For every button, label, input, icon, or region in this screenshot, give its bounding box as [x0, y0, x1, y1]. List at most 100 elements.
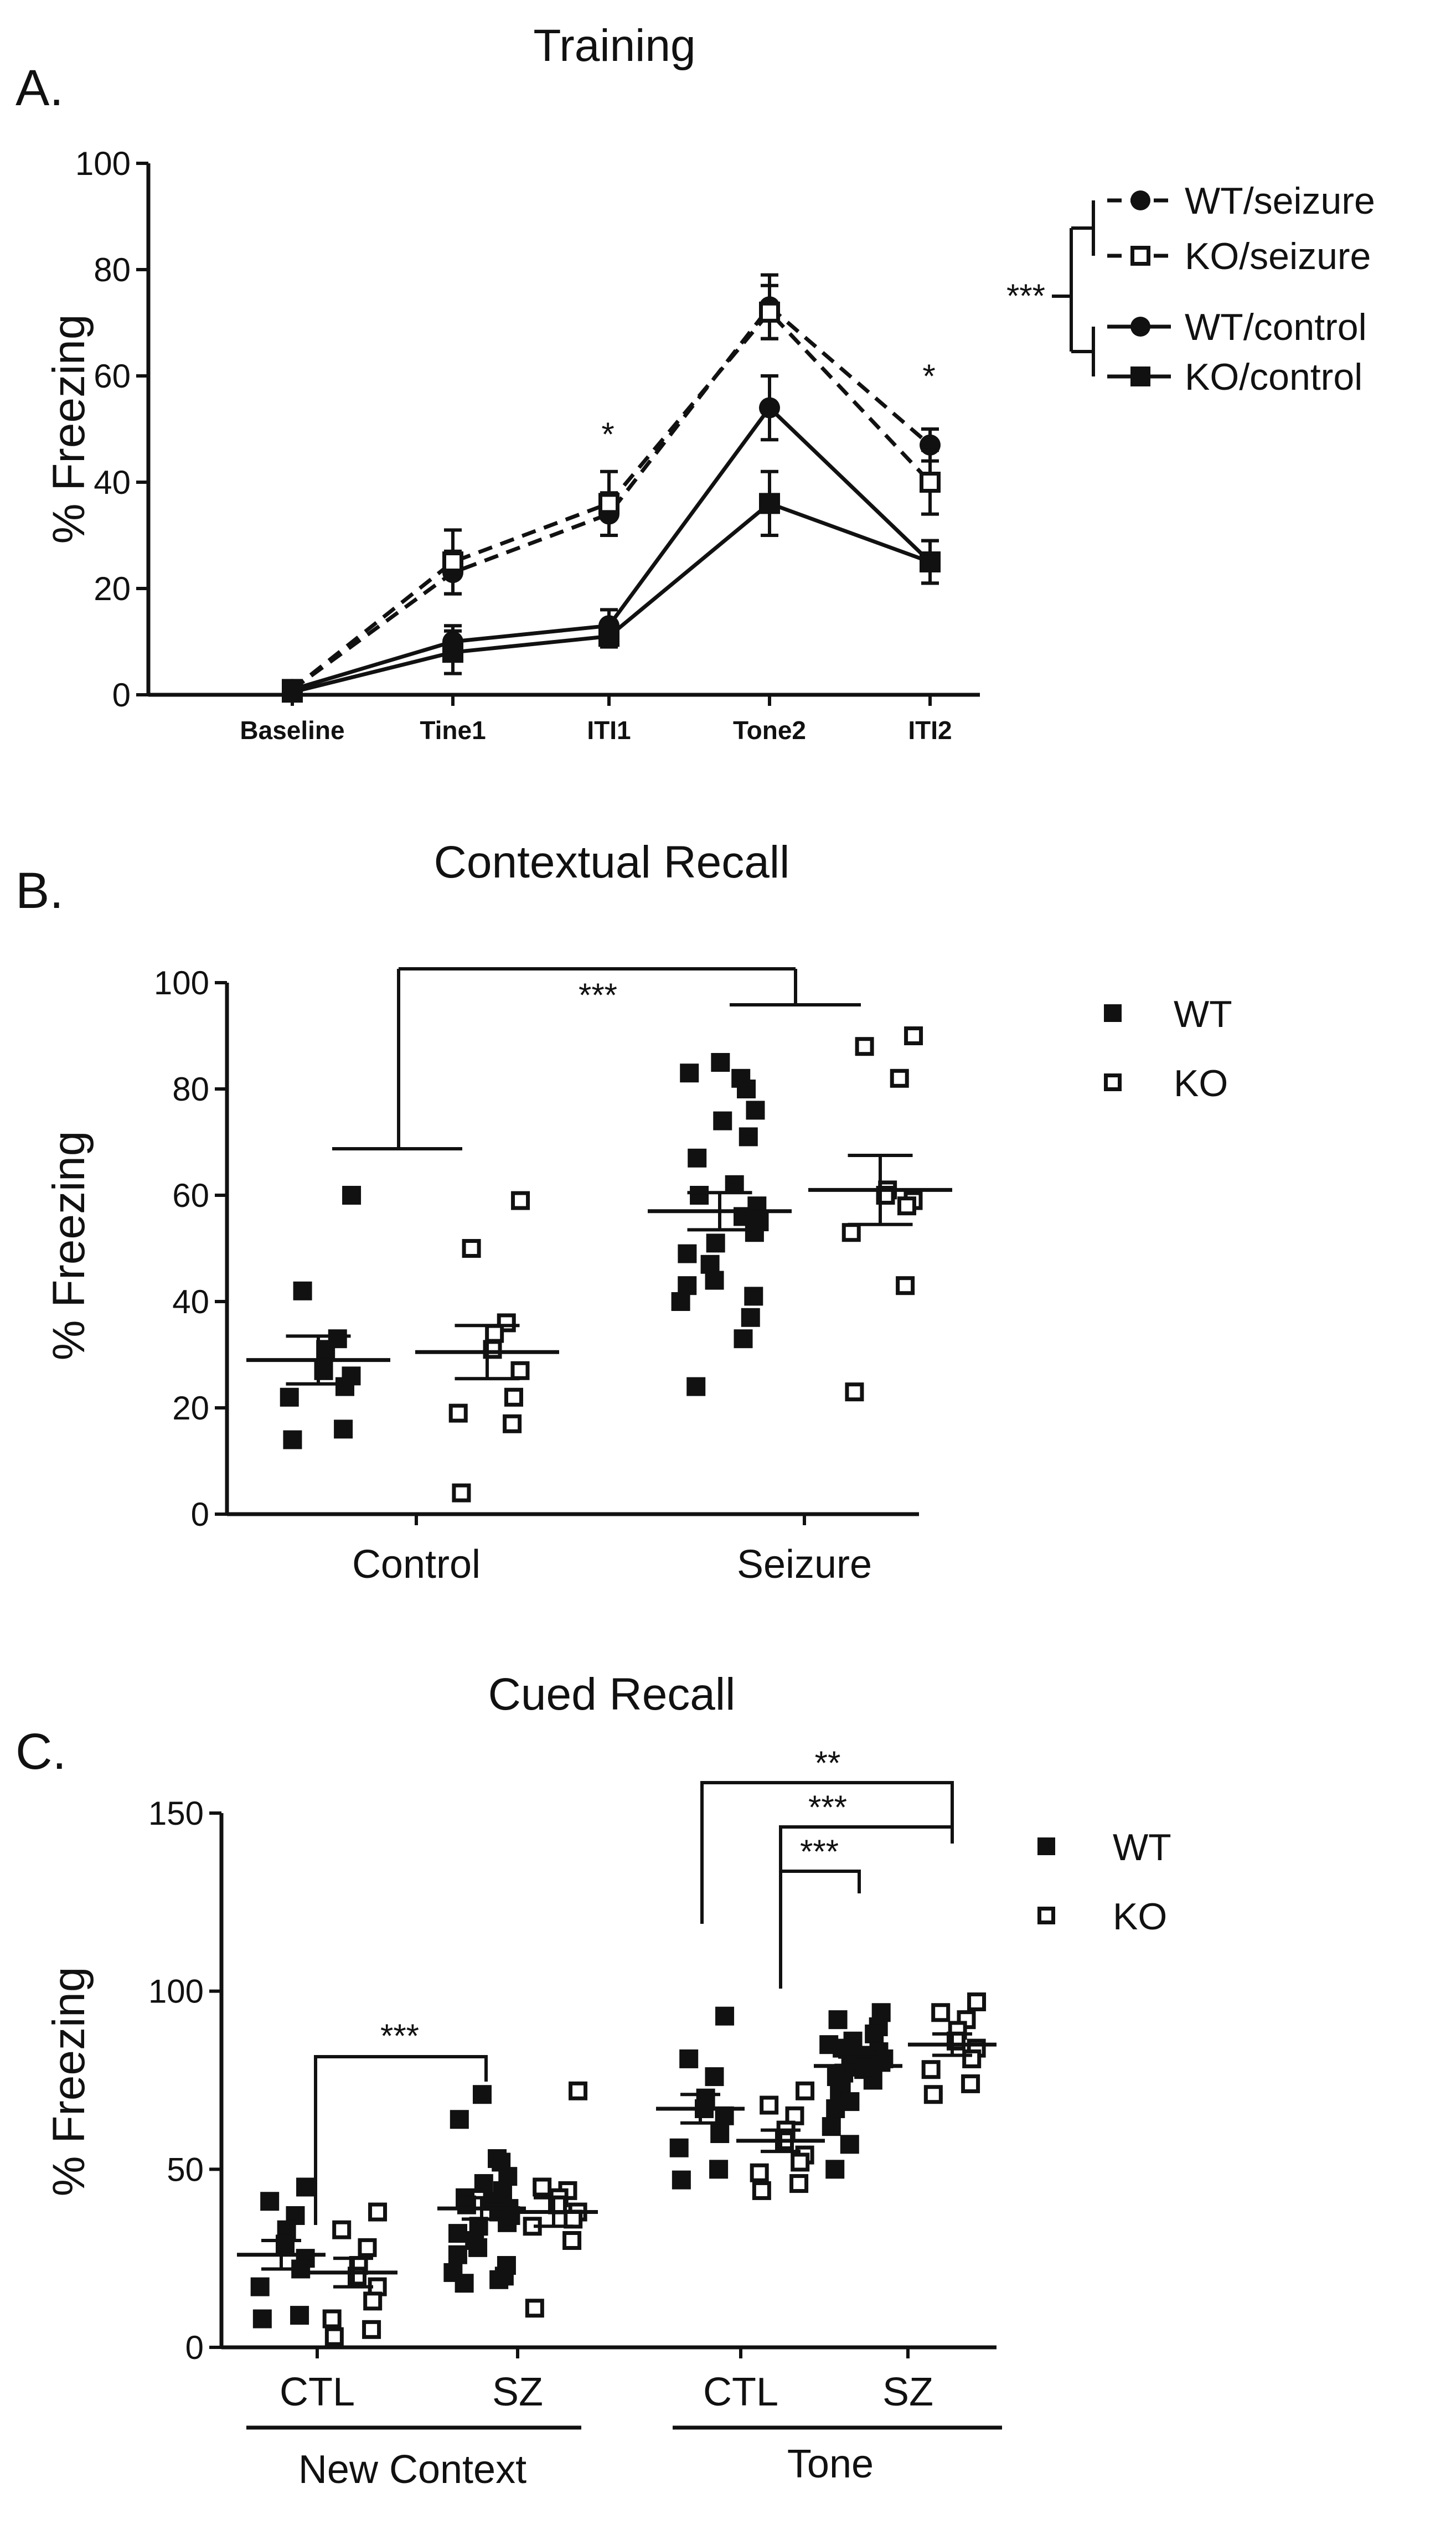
data-point-KO [845, 1382, 864, 1402]
sig-star-iti2: * [922, 358, 935, 395]
data-point-WT [840, 2135, 859, 2154]
y-tick-label-b: 20 [172, 1390, 209, 1427]
data-point-KO [855, 1037, 874, 1056]
sig-bracket-tone-2 [779, 1825, 952, 1989]
data-point-WT [474, 2174, 493, 2193]
data-point-KO [452, 1483, 471, 1503]
x-tick-label-a: Tone2 [733, 716, 806, 745]
data-point-KO [841, 1223, 861, 1242]
series-line-WT/seizure [291, 304, 932, 691]
data-point-KO [931, 2003, 951, 2022]
data-point-WT [825, 2160, 845, 2179]
data-point-KO [511, 1191, 530, 1210]
data-point-WT [260, 2192, 280, 2211]
sig-star-iti1: * [601, 416, 614, 453]
legend-label-KO/control: KO/control [1185, 356, 1362, 398]
data-point-KO [961, 2074, 980, 2093]
data-point-WT [715, 2006, 735, 2026]
title-b: Contextual Recall [434, 837, 790, 887]
data-point-KO [897, 1196, 916, 1216]
y-tick-label-b: 100 [154, 964, 209, 1001]
legend-marker-KO [1104, 1073, 1122, 1091]
data-point-WT/control [759, 397, 780, 419]
data-point-WT [296, 2177, 316, 2197]
data-point-KO [890, 1068, 909, 1088]
data-point-KO [752, 2181, 771, 2200]
data-point-WT [725, 1175, 744, 1194]
panel-b-contextual-recall: 0 20 40 60 80 100 % Freezing Control Seizure *** W… [44, 964, 1232, 1587]
legend-label-WT: WT [1174, 993, 1232, 1035]
data-point-KO [324, 2327, 344, 2346]
data-point-WT [710, 2124, 730, 2143]
data-point-WT [828, 2010, 848, 2030]
y-tick-label-a: 60 [94, 358, 131, 395]
y-axis-label-c: % Freezing [44, 1967, 94, 2197]
sig-star-legend: *** [1006, 277, 1045, 314]
panel-a-training: 0 20 40 60 80 100 % Freezing Baseline Tine1 ITI1 T… [44, 145, 1375, 745]
x-tick-label-b: Seizure [737, 1542, 872, 1587]
legend-marker-KO/seizure [1130, 246, 1150, 266]
data-point-KO [485, 1324, 504, 1343]
data-point-KO [760, 2095, 779, 2115]
data-point-WT [833, 2038, 852, 2058]
data-point-WT [741, 1308, 760, 1327]
data-point-WT [468, 2238, 488, 2257]
data-point-WT [706, 1233, 725, 1253]
x-tick-label-a: Tine1 [420, 716, 486, 745]
legend-marker-WT [1104, 1004, 1122, 1022]
y-tick-label-a: 0 [112, 677, 131, 714]
data-point-WT [489, 2270, 509, 2289]
x-tick-label-c: SZ [882, 2370, 933, 2414]
panel-label-a: A. [16, 60, 64, 116]
group-label-tone: Tone [787, 2442, 874, 2486]
y-tick-label-a: 40 [94, 464, 131, 501]
data-point-WT [705, 2067, 724, 2087]
data-point-KO [750, 2163, 769, 2182]
x-tick-label-c: SZ [492, 2370, 543, 2414]
data-point-WT [275, 2234, 295, 2254]
y-tick-label-c: 50 [167, 2151, 204, 2188]
legend-marker-WT/control [1130, 317, 1150, 337]
sig-star-c1: *** [380, 2017, 419, 2054]
data-point-WT [283, 1430, 302, 1449]
data-point-KO [510, 1361, 530, 1380]
x-tick-label-c: CTL [280, 2370, 355, 2414]
legend-marker-KO [1037, 1907, 1055, 1924]
data-point-WT [822, 2117, 841, 2136]
legend-marker-WT [1037, 1837, 1055, 1855]
data-point-WT [705, 1271, 724, 1290]
data-point-KO/seizure [598, 493, 619, 514]
data-point-KO/control [282, 682, 303, 703]
data-point-KO/seizure [442, 551, 463, 572]
y-tick-label-b: 60 [172, 1177, 209, 1214]
data-point-WT [690, 1186, 709, 1205]
data-point-WT [669, 2138, 689, 2157]
data-point-KO/seizure [759, 301, 780, 323]
data-point-WT [252, 2309, 272, 2329]
data-point-WT [745, 1223, 764, 1242]
data-point-WT [700, 1254, 720, 1274]
series-line-KO/seizure [291, 309, 932, 691]
group-label-new-context: New Context [298, 2448, 526, 2492]
panel-label-c: C. [16, 1723, 66, 1780]
data-point-WT [250, 2277, 270, 2296]
data-point-WT [865, 2024, 884, 2043]
data-point-KO [363, 2291, 383, 2311]
data-point-WT [293, 1281, 312, 1300]
legend-marker-WT/seizure [1130, 190, 1150, 210]
title-c: Cued Recall [488, 1669, 736, 1720]
data-point-KO [368, 2202, 388, 2222]
data-point-WT [711, 1053, 730, 1072]
data-point-KO [448, 1403, 468, 1423]
data-point-WT [450, 2110, 469, 2129]
data-point-WT [448, 2224, 468, 2243]
data-point-WT [686, 1377, 706, 1396]
sig-star-c3: *** [808, 1789, 847, 1826]
legend-label-KO: KO [1174, 1062, 1228, 1104]
data-point-KO/seizure [920, 472, 941, 493]
data-point-KO [796, 2081, 815, 2100]
data-point-KO/control [920, 551, 941, 572]
sig-star-c4: *** [800, 1833, 839, 1870]
data-point-WT [744, 1287, 763, 1306]
y-tick-label-b: 80 [172, 1071, 209, 1108]
